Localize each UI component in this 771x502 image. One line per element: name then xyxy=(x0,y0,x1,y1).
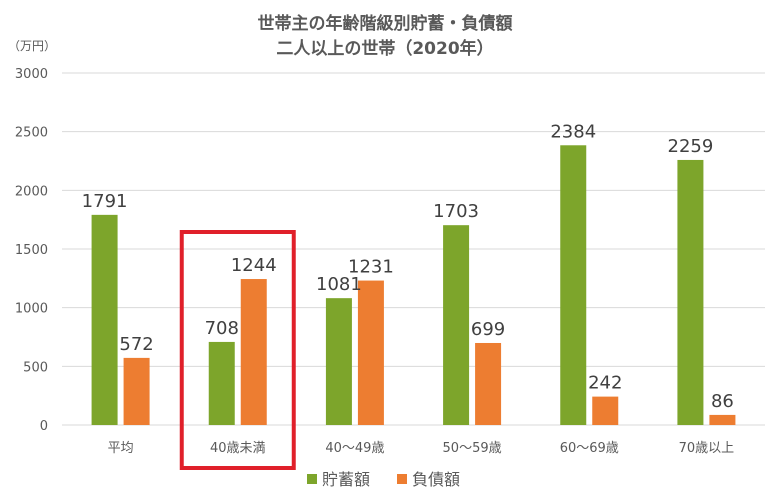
data-label: 699 xyxy=(471,319,505,340)
x-tick-label: 40歳未満 xyxy=(210,441,266,456)
bar-debt xyxy=(475,342,502,425)
bar-savings xyxy=(443,225,470,425)
x-tick-label: 60～69歳 xyxy=(560,441,619,456)
data-label: 1081 xyxy=(316,274,362,295)
data-label: 572 xyxy=(119,334,153,355)
data-label: 1244 xyxy=(231,255,277,276)
bar-savings xyxy=(325,298,352,425)
x-tick-label: 70歳以上 xyxy=(679,441,735,456)
y-tick-label: 500 xyxy=(23,360,48,375)
legend-swatch-savings xyxy=(307,474,317,484)
x-tick-label: 平均 xyxy=(108,441,134,456)
data-label: 1791 xyxy=(82,191,128,212)
bar-debt xyxy=(123,357,150,425)
highlight-box xyxy=(179,230,296,470)
bar-debt xyxy=(240,279,267,425)
data-label: 2259 xyxy=(668,136,714,157)
x-axis-ticks: 平均 40歳未満 40～49歳 50～59歳 60～69歳 70歳以上 xyxy=(108,441,735,456)
x-tick-label: 50～59歳 xyxy=(443,441,502,456)
y-axis-unit: （万円） xyxy=(8,39,56,53)
bar-savings xyxy=(91,214,118,425)
bars xyxy=(91,145,736,425)
legend-swatch-debt xyxy=(397,474,407,484)
y-tick-label: 2500 xyxy=(15,126,48,141)
y-tick-label: 1000 xyxy=(15,302,48,317)
legend-label-savings: 貯蓄額 xyxy=(322,470,370,489)
x-tick-label: 40～49歳 xyxy=(325,441,384,456)
y-tick-label: 0 xyxy=(40,419,48,434)
y-tick-label: 2000 xyxy=(15,184,48,199)
data-label: 86 xyxy=(711,391,734,412)
gridlines xyxy=(62,72,765,426)
data-label: 1703 xyxy=(433,201,479,222)
bar-debt xyxy=(592,396,619,425)
bar-debt xyxy=(709,414,736,425)
data-label: 1231 xyxy=(348,257,394,278)
y-tick-label: 3000 xyxy=(15,67,48,82)
chart-title: 世帯主の年齢階級別貯蓄・負債額 xyxy=(258,13,513,34)
bar-savings xyxy=(560,145,587,425)
data-label: 2384 xyxy=(550,121,596,142)
bar-savings xyxy=(677,159,704,425)
legend-label-debt: 負債額 xyxy=(412,470,460,489)
chart-subtitle: 二人以上の世帯（2020年） xyxy=(276,38,493,59)
bar-savings xyxy=(208,341,235,425)
data-label: 708 xyxy=(205,318,239,339)
data-label: 242 xyxy=(588,373,622,394)
y-axis-ticks: 0 500 1000 1500 2000 2500 3000 xyxy=(15,67,48,434)
y-tick-label: 1500 xyxy=(15,243,48,258)
legend: 貯蓄額 負債額 xyxy=(307,470,460,489)
bar-debt xyxy=(357,280,384,425)
